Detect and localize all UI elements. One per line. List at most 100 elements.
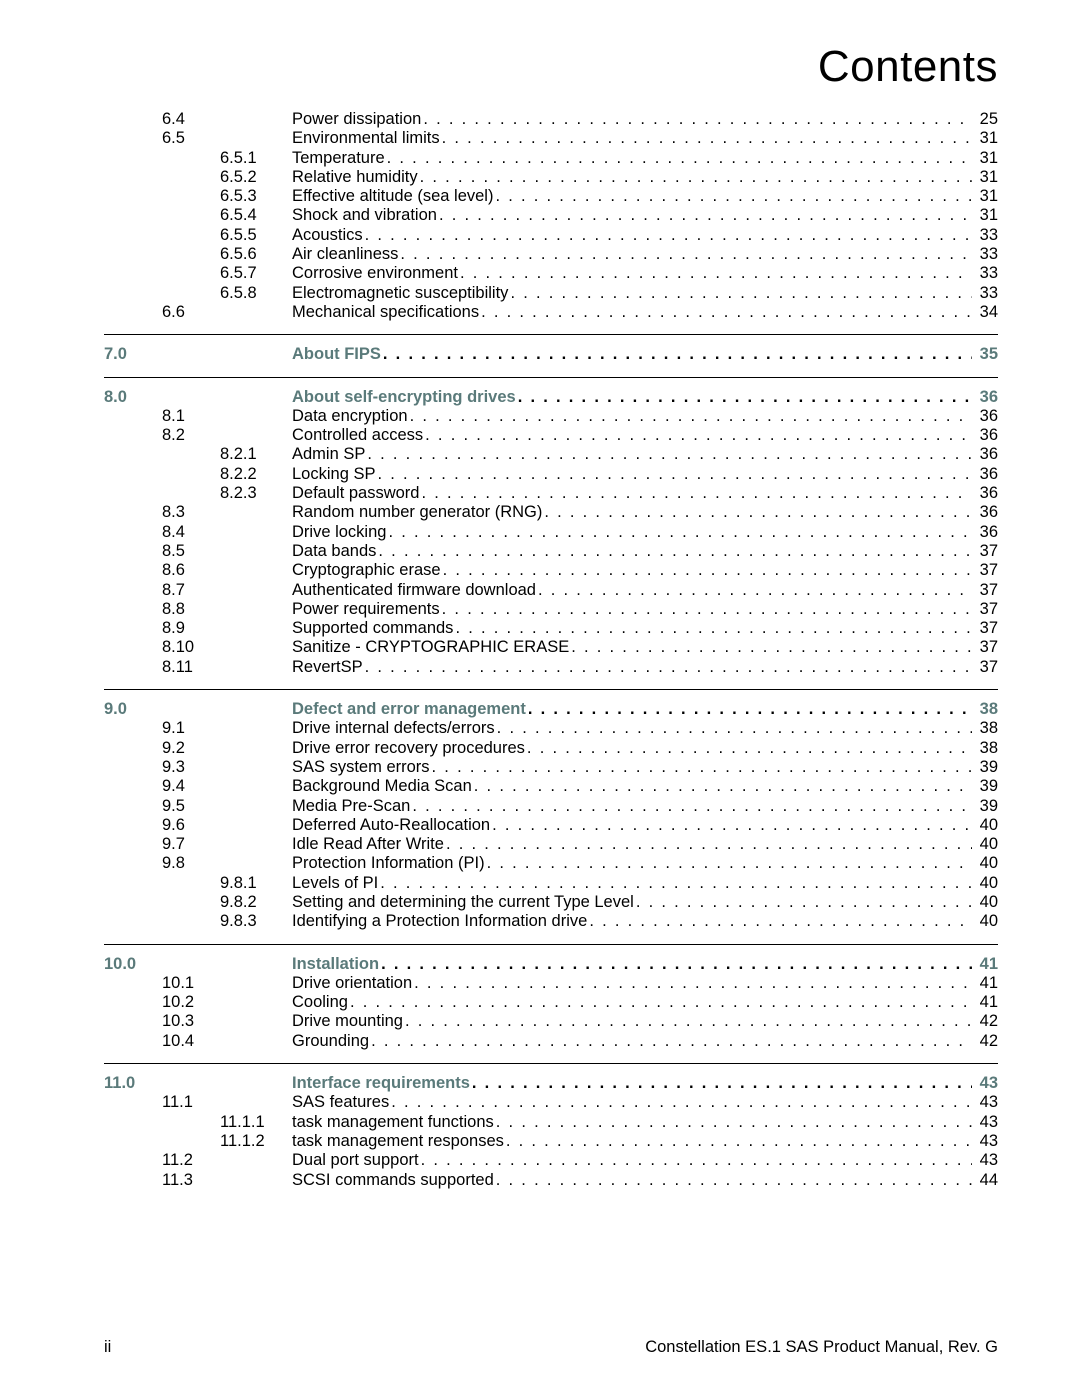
section-divider bbox=[104, 377, 998, 378]
toc-entry-title: About self-encrypting drives bbox=[292, 388, 516, 407]
toc-page-number: 41 bbox=[974, 993, 998, 1012]
toc-title-cell: Defect and error management38 bbox=[292, 700, 998, 719]
toc-entry-title: Supported commands bbox=[292, 619, 453, 638]
leader-dots bbox=[439, 206, 972, 225]
leader-dots bbox=[387, 149, 972, 168]
toc-row: 6.5.2Relative humidity31 bbox=[104, 168, 998, 187]
toc-row: 10.2Cooling41 bbox=[104, 993, 998, 1012]
toc-page-number: 31 bbox=[974, 206, 998, 225]
toc-num-col-b: 8.2 bbox=[162, 426, 220, 445]
toc-row: 8.2Controlled access36 bbox=[104, 426, 998, 445]
toc-num-col-b: 8.11 bbox=[162, 658, 220, 677]
toc-entry-title: SCSI commands supported bbox=[292, 1171, 494, 1190]
toc-row: 11.1SAS features43 bbox=[104, 1093, 998, 1112]
page-title: Contents bbox=[104, 42, 998, 92]
leader-dots bbox=[474, 777, 972, 796]
toc-page-number: 36 bbox=[974, 465, 998, 484]
leader-dots bbox=[391, 1093, 971, 1112]
toc-entry-title: SAS system errors bbox=[292, 758, 430, 777]
toc-title-cell: Power requirements37 bbox=[292, 600, 998, 619]
toc-title-cell: Idle Read After Write40 bbox=[292, 835, 998, 854]
toc-title-cell: Data bands37 bbox=[292, 542, 998, 561]
leader-dots bbox=[527, 739, 972, 758]
toc-num-col-b: 8.9 bbox=[162, 619, 220, 638]
leader-dots bbox=[367, 445, 971, 464]
toc-title-cell: Corrosive environment33 bbox=[292, 264, 998, 283]
toc-num-col-a: 10.0 bbox=[104, 955, 162, 974]
toc-entry-title: Data encryption bbox=[292, 407, 408, 426]
toc-num-col-c: 6.5.1 bbox=[220, 149, 292, 168]
toc-row: 6.5.7Corrosive environment33 bbox=[104, 264, 998, 283]
toc-num-col-b: 8.4 bbox=[162, 523, 220, 542]
toc-title-cell: SCSI commands supported 44 bbox=[292, 1171, 998, 1190]
toc-page-number: 43 bbox=[974, 1113, 998, 1132]
toc-title-cell: Supported commands37 bbox=[292, 619, 998, 638]
leader-dots bbox=[350, 993, 972, 1012]
toc-title-cell: Random number generator (RNG)36 bbox=[292, 503, 998, 522]
toc-num-col-b: 9.5 bbox=[162, 797, 220, 816]
leader-dots bbox=[571, 638, 971, 657]
toc-row: 6.5.1Temperature31 bbox=[104, 149, 998, 168]
toc-page-number: 37 bbox=[974, 638, 998, 657]
toc-num-col-c: 6.5.6 bbox=[220, 245, 292, 264]
toc-row: 9.8.3Identifying a Protection Informatio… bbox=[104, 912, 998, 931]
toc-title-cell: Sanitize - CRYPTOGRAPHIC ERASE37 bbox=[292, 638, 998, 657]
toc-page-number: 39 bbox=[974, 758, 998, 777]
toc-title-cell: Cryptographic erase37 bbox=[292, 561, 998, 580]
toc-row: 6.5.4Shock and vibration31 bbox=[104, 206, 998, 225]
toc-page-number: 37 bbox=[974, 581, 998, 600]
toc-page-number: 40 bbox=[974, 835, 998, 854]
toc-title-cell: Cooling 41 bbox=[292, 993, 998, 1012]
leader-dots bbox=[377, 465, 971, 484]
leader-dots bbox=[425, 426, 971, 445]
toc-page-number: 37 bbox=[974, 561, 998, 580]
toc-num-col-c: 6.5.7 bbox=[220, 264, 292, 283]
leader-dots bbox=[472, 1074, 972, 1093]
toc-row: 9.8Protection Information (PI)40 bbox=[104, 854, 998, 873]
toc-page-number: 36 bbox=[974, 426, 998, 445]
toc-title-cell: task management functions43 bbox=[292, 1113, 998, 1132]
toc-page-number: 37 bbox=[974, 658, 998, 677]
toc-title-cell: Drive locking36 bbox=[292, 523, 998, 542]
toc-num-col-c: 11.1.1 bbox=[220, 1113, 292, 1132]
leader-dots bbox=[460, 264, 972, 283]
toc-entry-title: Protection Information (PI) bbox=[292, 854, 485, 873]
toc-row: 6.5.5Acoustics33 bbox=[104, 226, 998, 245]
toc-title-cell: Locking SP36 bbox=[292, 465, 998, 484]
leader-dots bbox=[442, 600, 972, 619]
toc-num-col-c: 6.5.4 bbox=[220, 206, 292, 225]
toc-num-col-b: 11.2 bbox=[162, 1151, 220, 1170]
toc-entry-title: Installation bbox=[292, 955, 379, 974]
toc-entry-title: Background Media Scan bbox=[292, 777, 472, 796]
toc-entry-title: Cooling bbox=[292, 993, 348, 1012]
toc-num-col-c: 9.8.3 bbox=[220, 912, 292, 931]
toc-row: 8.9 Supported commands37 bbox=[104, 619, 998, 638]
toc-entry-title: Authenticated firmware download bbox=[292, 581, 536, 600]
toc-title-cell: Effective altitude (sea level)31 bbox=[292, 187, 998, 206]
toc-title-cell: Drive orientation41 bbox=[292, 974, 998, 993]
leader-dots bbox=[528, 700, 972, 719]
toc-num-col-a: 9.0 bbox=[104, 700, 162, 719]
toc-page-number: 44 bbox=[974, 1171, 998, 1190]
toc-page-number: 41 bbox=[974, 955, 998, 974]
toc-entry-title: Drive mounting bbox=[292, 1012, 403, 1031]
toc-entry-title: SAS features bbox=[292, 1093, 389, 1112]
toc-row: 8.2.2Locking SP36 bbox=[104, 465, 998, 484]
toc-row: 7.0About FIPS35 bbox=[104, 345, 998, 364]
toc-title-cell: About self-encrypting drives36 bbox=[292, 388, 998, 407]
toc-entry-title: Drive error recovery procedures bbox=[292, 739, 525, 758]
leader-dots bbox=[497, 719, 972, 738]
leader-dots bbox=[378, 542, 971, 561]
toc-title-cell: Authenticated firmware download 37 bbox=[292, 581, 998, 600]
toc-page-number: 33 bbox=[974, 245, 998, 264]
toc-num-col-a: 7.0 bbox=[104, 345, 162, 364]
toc-num-col-c: 6.5.8 bbox=[220, 284, 292, 303]
leader-dots bbox=[423, 110, 971, 129]
leader-dots bbox=[432, 758, 972, 777]
leader-dots bbox=[365, 226, 972, 245]
toc-title-cell: Data encryption36 bbox=[292, 407, 998, 426]
toc-entry-title: Identifying a Protection Information dri… bbox=[292, 912, 587, 931]
toc-row: 10.3Drive mounting42 bbox=[104, 1012, 998, 1031]
toc-entry-title: Drive internal defects/errors bbox=[292, 719, 495, 738]
leader-dots bbox=[381, 955, 972, 974]
